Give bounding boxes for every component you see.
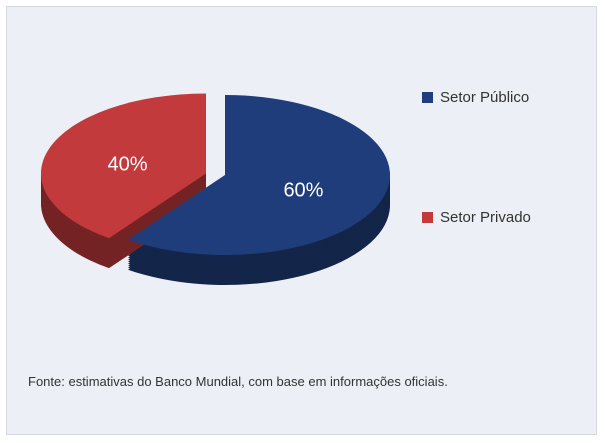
legend-label: Setor Privado — [440, 209, 531, 226]
legend-label: Setor Público — [440, 89, 529, 106]
slice — [40, 93, 206, 239]
legend-swatch — [422, 92, 433, 103]
slice — [128, 95, 391, 256]
source-note: Fonte: estimativas do Banco Mundial, com… — [28, 374, 448, 389]
data-label: 60% — [283, 180, 323, 202]
data-label: 40% — [108, 153, 148, 175]
legend-swatch — [422, 212, 433, 223]
